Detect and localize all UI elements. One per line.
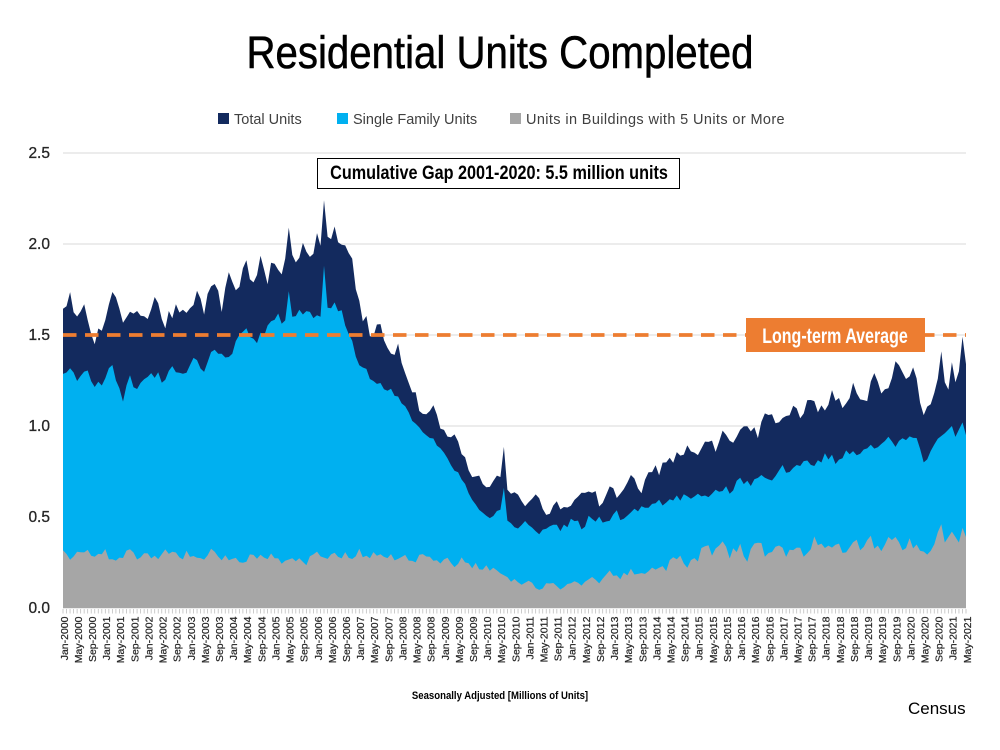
svg-text:Sep-2012: Sep-2012 [595,616,607,662]
svg-text:May-2002: May-2002 [158,616,170,663]
svg-text:May-2016: May-2016 [750,616,762,663]
svg-text:Jan-2020: Jan-2020 [905,616,917,660]
svg-text:Jan-2018: Jan-2018 [821,616,833,660]
svg-text:Sep-2013: Sep-2013 [637,616,649,662]
svg-text:May-2007: May-2007 [369,616,381,663]
svg-text:Sep-2020: Sep-2020 [934,616,946,662]
svg-text:Jan-2014: Jan-2014 [651,616,663,660]
svg-text:1.5: 1.5 [28,327,50,344]
svg-text:Jan-2013: Jan-2013 [609,616,621,660]
svg-text:May-2014: May-2014 [666,616,678,663]
svg-text:Sep-2014: Sep-2014 [680,616,692,662]
svg-text:Jan-2011: Jan-2011 [524,616,536,659]
svg-text:Sep-2018: Sep-2018 [849,616,861,662]
svg-text:Sep-2002: Sep-2002 [172,616,184,662]
svg-text:0.0: 0.0 [28,600,50,617]
svg-text:Jan-2021: Jan-2021 [948,616,960,660]
svg-text:Sep-2006: Sep-2006 [341,616,353,662]
svg-text:May-2018: May-2018 [835,616,847,663]
svg-text:Jan-2003: Jan-2003 [186,616,198,660]
svg-text:Jan-2005: Jan-2005 [270,616,282,660]
svg-text:Jan-2015: Jan-2015 [694,616,706,660]
svg-text:2.5: 2.5 [28,145,50,162]
svg-text:Jan-2004: Jan-2004 [228,616,240,660]
svg-text:May-2019: May-2019 [877,616,889,663]
svg-text:May-2021: May-2021 [962,616,974,663]
svg-text:Sep-2004: Sep-2004 [256,616,268,662]
svg-text:May-2003: May-2003 [200,616,212,663]
svg-text:Sep-2016: Sep-2016 [764,616,776,662]
svg-text:Sep-2009: Sep-2009 [468,616,480,662]
svg-text:Jan-2006: Jan-2006 [313,616,325,660]
svg-text:Jan-2008: Jan-2008 [397,616,409,660]
svg-text:May-2010: May-2010 [496,616,508,663]
svg-text:Jan-2012: Jan-2012 [567,616,579,660]
svg-text:Sep-2005: Sep-2005 [299,616,311,662]
svg-text:May-2009: May-2009 [454,616,466,663]
svg-text:Sep-2007: Sep-2007 [383,616,395,662]
svg-text:Jan-2016: Jan-2016 [736,616,748,660]
svg-text:Sep-2015: Sep-2015 [722,616,734,662]
svg-text:May-2012: May-2012 [581,616,593,663]
svg-text:Jan-2000: Jan-2000 [59,616,71,660]
svg-text:Sep-2011: Sep-2011 [553,616,565,661]
svg-text:Sep-2010: Sep-2010 [510,616,522,662]
svg-text:2.0: 2.0 [28,236,50,253]
svg-text:1.0: 1.0 [28,418,50,435]
svg-text:Sep-2001: Sep-2001 [129,616,141,662]
svg-text:Jan-2019: Jan-2019 [863,616,875,660]
svg-text:May-2011: May-2011 [539,616,551,662]
svg-text:Sep-2008: Sep-2008 [426,616,438,662]
svg-text:May-2000: May-2000 [73,616,85,663]
svg-text:May-2006: May-2006 [327,616,339,663]
svg-text:Sep-2003: Sep-2003 [214,616,226,662]
svg-text:Jan-2001: Jan-2001 [101,616,113,660]
svg-text:Jan-2009: Jan-2009 [440,616,452,660]
svg-text:Sep-2017: Sep-2017 [807,616,819,662]
svg-text:May-2008: May-2008 [412,616,424,663]
svg-text:Jan-2002: Jan-2002 [144,616,156,660]
svg-text:0.5: 0.5 [28,509,50,526]
svg-text:May-2004: May-2004 [242,616,254,663]
svg-text:May-2001: May-2001 [115,616,127,663]
svg-text:May-2005: May-2005 [285,616,297,663]
svg-text:May-2015: May-2015 [708,616,720,663]
svg-text:Jan-2017: Jan-2017 [778,616,790,660]
svg-text:Jan-2010: Jan-2010 [482,616,494,660]
svg-text:May-2017: May-2017 [793,616,805,663]
svg-text:May-2013: May-2013 [623,616,635,663]
svg-text:Sep-2019: Sep-2019 [891,616,903,662]
svg-text:Jan-2007: Jan-2007 [355,616,367,660]
svg-text:Sep-2000: Sep-2000 [87,616,99,662]
svg-text:May-2020: May-2020 [920,616,932,663]
